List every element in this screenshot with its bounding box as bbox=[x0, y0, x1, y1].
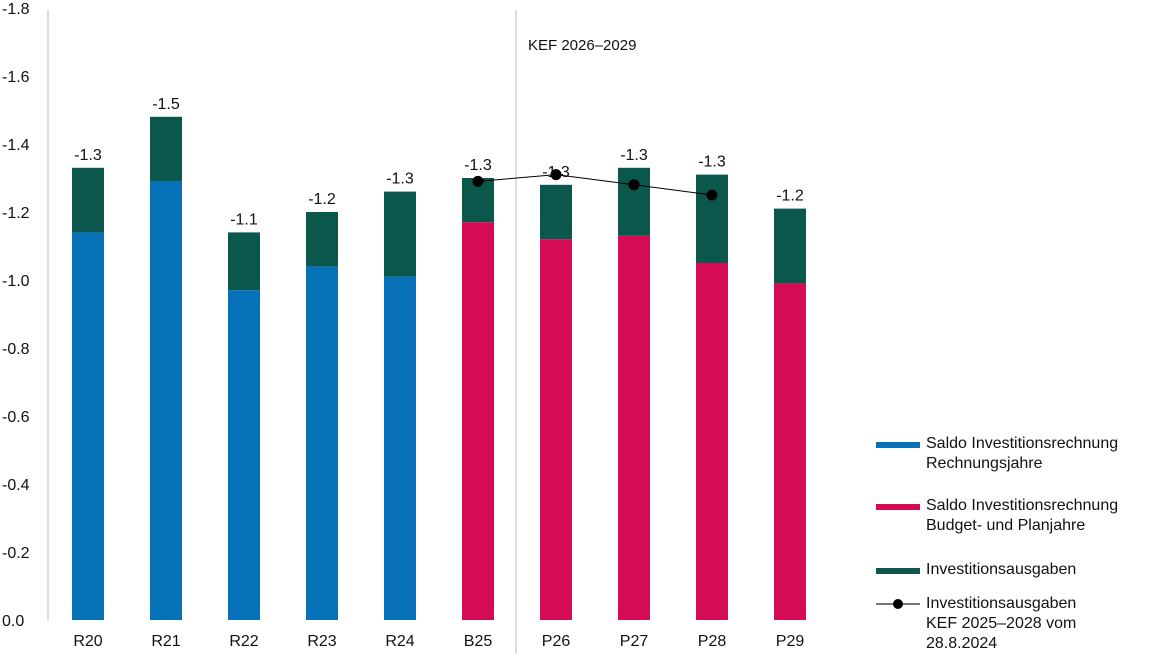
bar-saldo bbox=[540, 239, 572, 620]
kef-line-point bbox=[628, 179, 640, 191]
y-tick-label: -1.6 bbox=[2, 69, 30, 86]
bar-investitionsausgaben bbox=[540, 184, 572, 240]
bar-saldo bbox=[618, 235, 650, 621]
bar-saldo bbox=[228, 290, 260, 620]
x-tick-label: R23 bbox=[307, 633, 336, 650]
bar-investitionsausgaben bbox=[306, 212, 338, 267]
data-label: -1.3 bbox=[74, 147, 102, 164]
data-label: -1.3 bbox=[698, 154, 726, 171]
legend-label: Rechnungsjahre bbox=[926, 455, 1043, 472]
legend-label: KEF 2025–2028 vom bbox=[926, 615, 1077, 632]
legend-swatch-red bbox=[876, 504, 920, 510]
bar-investitionsausgaben bbox=[72, 167, 104, 233]
kef-line bbox=[477, 174, 713, 196]
legend-label: Investitionsausgaben bbox=[926, 561, 1077, 578]
bar-saldo bbox=[774, 283, 806, 620]
x-tick-label: R21 bbox=[151, 633, 180, 650]
y-tick-label: -0.4 bbox=[2, 477, 30, 494]
x-tick-label: P26 bbox=[542, 633, 571, 650]
y-tick-label: -0.2 bbox=[2, 545, 30, 562]
bar-saldo bbox=[384, 276, 416, 620]
bar-investitionsausgaben bbox=[384, 191, 416, 277]
x-tick-label: B25 bbox=[464, 633, 493, 650]
data-label: -1.1 bbox=[230, 211, 258, 228]
legend-label: Saldo Investitionsrechnung bbox=[926, 435, 1119, 452]
x-tick-label: R22 bbox=[229, 633, 258, 650]
data-label: -1.2 bbox=[776, 188, 804, 205]
y-tick-label: -0.6 bbox=[2, 409, 30, 426]
x-tick-label: R24 bbox=[385, 633, 414, 650]
legend-label: Budget- und Planjahre bbox=[926, 517, 1086, 534]
data-label: -1.3 bbox=[386, 171, 414, 188]
annotation-label: KEF 2026–2029 bbox=[528, 37, 636, 54]
legend-item-kef-line: Investitionsausgaben KEF 2025–2028 vom 2… bbox=[876, 594, 1152, 654]
y-tick-label: -1.2 bbox=[2, 205, 30, 222]
bar-saldo bbox=[306, 266, 338, 620]
bar-investitionsausgaben bbox=[228, 232, 260, 291]
data-label: -1.5 bbox=[152, 96, 180, 113]
y-tick-label: -1.8 bbox=[2, 1, 30, 18]
x-tick-label: P29 bbox=[776, 633, 805, 650]
bar-investitionsausgaben bbox=[696, 174, 728, 263]
bar-saldo bbox=[150, 181, 182, 620]
data-label: -1.3 bbox=[620, 147, 648, 164]
legend-label: Saldo Investitionsrechnung bbox=[926, 497, 1119, 514]
y-tick-label: -0.8 bbox=[2, 341, 30, 358]
kef-line-point bbox=[706, 189, 718, 201]
x-tick-label: R20 bbox=[73, 633, 102, 650]
bar-saldo bbox=[462, 222, 494, 620]
data-label: -1.2 bbox=[308, 191, 336, 208]
legend-item-investitionsausgaben: Investitionsausgaben bbox=[876, 560, 1152, 594]
legend-label: Investitionsausgaben bbox=[926, 595, 1077, 612]
kef-line-point bbox=[550, 169, 562, 181]
x-tick-label: P28 bbox=[698, 633, 727, 650]
data-label: -1.3 bbox=[464, 157, 492, 174]
kef-line-point bbox=[472, 175, 484, 187]
y-tick-label: -1.4 bbox=[2, 137, 30, 154]
legend-dot-icon bbox=[893, 599, 903, 609]
legend-item-saldo-rechnungsjahre: Saldo Investitionsrechnung Rechnungsjahr… bbox=[876, 434, 1152, 496]
bar-saldo bbox=[696, 263, 728, 620]
legend-swatch-blue bbox=[876, 442, 920, 448]
legend-item-saldo-budget: Saldo Investitionsrechnung Budget- und P… bbox=[876, 496, 1152, 560]
legend-label: 28.8.2024 bbox=[926, 635, 998, 652]
legend: Saldo Investitionsrechnung Rechnungsjahr… bbox=[876, 434, 1152, 654]
bar-investitionsausgaben bbox=[150, 116, 182, 182]
legend-swatch-green bbox=[876, 568, 920, 574]
y-tick-label: 0.0 bbox=[2, 613, 24, 630]
bar-investitionsausgaben bbox=[618, 167, 650, 236]
bar-investitionsausgaben bbox=[774, 208, 806, 284]
bar-saldo bbox=[72, 232, 104, 620]
y-tick-label: -1.0 bbox=[2, 273, 30, 290]
x-tick-label: P27 bbox=[620, 633, 649, 650]
